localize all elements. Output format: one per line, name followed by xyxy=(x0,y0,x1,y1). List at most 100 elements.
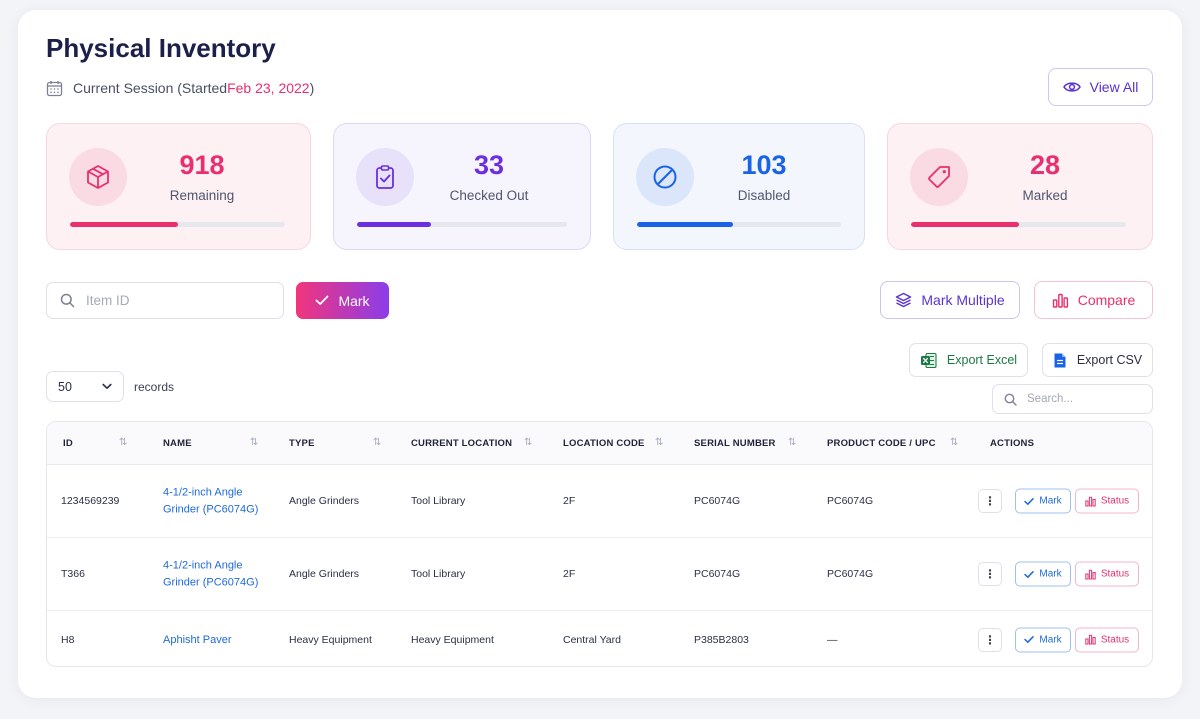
progress-fill xyxy=(911,222,1019,227)
stat-value: 28 xyxy=(1029,150,1061,180)
cell-id: H8 xyxy=(61,633,75,646)
bar-chart-icon xyxy=(1085,569,1096,579)
records-per-page-select[interactable]: 50 xyxy=(46,371,124,402)
table-search-placeholder: Search... xyxy=(1027,393,1074,405)
column-header-product-code[interactable]: PRODUCT CODE / UPC xyxy=(827,438,936,449)
item-id-placeholder: Item ID xyxy=(86,293,130,308)
progress-track xyxy=(911,222,1126,227)
mark-multiple-label: Mark Multiple xyxy=(921,292,1005,308)
clipboard-check-icon xyxy=(356,148,414,206)
column-header-type[interactable]: TYPE xyxy=(289,438,315,449)
session-info: Current Session (Started Feb 23, 2022) xyxy=(46,78,314,98)
table-search-input[interactable]: Search... xyxy=(992,384,1153,414)
eye-icon xyxy=(1062,82,1081,92)
records-value: 50 xyxy=(58,379,72,394)
stat-value: 103 xyxy=(741,150,787,180)
cell-product-code: PC6074G xyxy=(827,568,874,580)
row-status-button[interactable]: Status xyxy=(1075,488,1139,514)
cell-name-link[interactable]: Aphisht Paver xyxy=(163,633,232,646)
compare-label: Compare xyxy=(1077,292,1136,308)
mark-button[interactable]: Mark xyxy=(296,282,389,319)
row-mark-button[interactable]: Mark xyxy=(1015,561,1071,587)
row-status-button[interactable]: Status xyxy=(1075,627,1139,652)
mark-label: Mark xyxy=(338,292,370,309)
document-icon xyxy=(1054,353,1066,367)
progress-track xyxy=(637,222,841,227)
session-prefix: Current Session (Started xyxy=(73,80,228,96)
progress-track xyxy=(70,222,285,227)
column-header-name[interactable]: NAME xyxy=(163,438,192,449)
export-excel-button[interactable]: Export Excel xyxy=(909,343,1028,377)
sort-icon[interactable]: ⇅ xyxy=(119,437,128,448)
sort-icon[interactable]: ⇅ xyxy=(788,437,797,448)
progress-fill xyxy=(637,222,733,227)
cell-name-link[interactable]: 4-1/2-inch Angle Grinder (PC6074G) xyxy=(163,559,259,589)
row-menu-button[interactable]: ⋮ xyxy=(978,627,1002,652)
table-header: ID ⇅ NAME ⇅ TYPE ⇅ CURRENT LOCATION ⇅ LO… xyxy=(47,422,1152,465)
bar-chart-icon xyxy=(1085,496,1096,506)
sort-icon[interactable]: ⇅ xyxy=(373,437,382,448)
sort-icon[interactable]: ⇅ xyxy=(950,437,959,448)
progress-fill xyxy=(70,222,178,227)
row-mark-label: Mark xyxy=(1039,634,1062,645)
cell-location-code: 2F xyxy=(563,495,576,507)
cell-type: Angle Grinders xyxy=(289,568,360,580)
check-icon xyxy=(1024,636,1035,643)
cell-name-link[interactable]: 4-1/2-inch Angle Grinder (PC6074G) xyxy=(163,486,259,516)
stat-card-checked-out: 33 Checked Out xyxy=(333,123,591,250)
row-status-label: Status xyxy=(1100,568,1130,580)
cell-product-code: — xyxy=(827,633,838,646)
view-all-label: View All xyxy=(1089,79,1139,95)
row-menu-button[interactable]: ⋮ xyxy=(978,562,1002,586)
layers-icon xyxy=(896,292,912,308)
row-mark-button[interactable]: Mark xyxy=(1015,488,1071,514)
check-icon xyxy=(1024,570,1035,578)
column-header-serial-number[interactable]: SERIAL NUMBER xyxy=(694,438,776,449)
cell-serial: P385B2803 xyxy=(694,633,749,646)
tag-icon xyxy=(910,148,968,206)
column-header-id[interactable]: ID xyxy=(63,438,73,449)
mark-multiple-button[interactable]: Mark Multiple xyxy=(880,281,1020,319)
records-label: records xyxy=(134,380,175,394)
stat-label: Remaining xyxy=(169,188,235,203)
column-header-actions: ACTIONS xyxy=(990,438,1035,449)
column-header-current-location[interactable]: CURRENT LOCATION xyxy=(411,438,513,449)
cell-location: Tool Library xyxy=(411,495,466,507)
cell-product-code: PC6074G xyxy=(827,495,874,507)
item-id-input[interactable]: Item ID xyxy=(46,282,284,319)
session-suffix: ) xyxy=(309,80,315,96)
search-icon xyxy=(1004,393,1017,406)
cell-location: Heavy Equipment xyxy=(411,633,494,646)
cell-location-code: 2F xyxy=(563,568,576,580)
compare-button[interactable]: Compare xyxy=(1034,281,1153,319)
ban-icon xyxy=(636,148,694,206)
chevron-down-icon xyxy=(102,383,112,389)
excel-icon xyxy=(920,352,937,368)
cell-serial: PC6074G xyxy=(694,568,741,580)
export-csv-button[interactable]: Export CSV xyxy=(1042,343,1153,377)
sort-icon[interactable]: ⇅ xyxy=(524,437,533,448)
box-icon xyxy=(69,148,127,206)
progress-fill xyxy=(357,222,431,227)
row-mark-button[interactable]: Mark xyxy=(1015,627,1071,652)
table-row: 1234569239 4-1/2-inch Angle Grinder (PC6… xyxy=(47,465,1152,538)
row-status-label: Status xyxy=(1100,634,1130,645)
stat-label: Marked xyxy=(1022,188,1068,203)
table-row: H8 Aphisht Paver Heavy Equipment Heavy E… xyxy=(47,611,1152,666)
row-menu-button[interactable]: ⋮ xyxy=(978,489,1002,513)
calendar-icon xyxy=(46,80,63,96)
bar-chart-icon xyxy=(1085,634,1096,645)
cell-serial: PC6074G xyxy=(694,495,741,507)
row-status-label: Status xyxy=(1100,495,1130,507)
table-row: T366 4-1/2-inch Angle Grinder (PC6074G) … xyxy=(47,538,1152,611)
sort-icon[interactable]: ⇅ xyxy=(655,437,664,448)
stat-card-remaining: 918 Remaining xyxy=(46,123,311,250)
row-status-button[interactable]: Status xyxy=(1075,561,1139,587)
view-all-button[interactable]: View All xyxy=(1048,68,1153,106)
cell-id: T366 xyxy=(61,568,85,580)
cell-type: Angle Grinders xyxy=(289,495,360,507)
column-header-location-code[interactable]: LOCATION CODE xyxy=(563,438,645,449)
page-title: Physical Inventory xyxy=(46,33,276,63)
sort-icon[interactable]: ⇅ xyxy=(250,437,259,448)
cell-location-code: Central Yard xyxy=(563,633,621,646)
